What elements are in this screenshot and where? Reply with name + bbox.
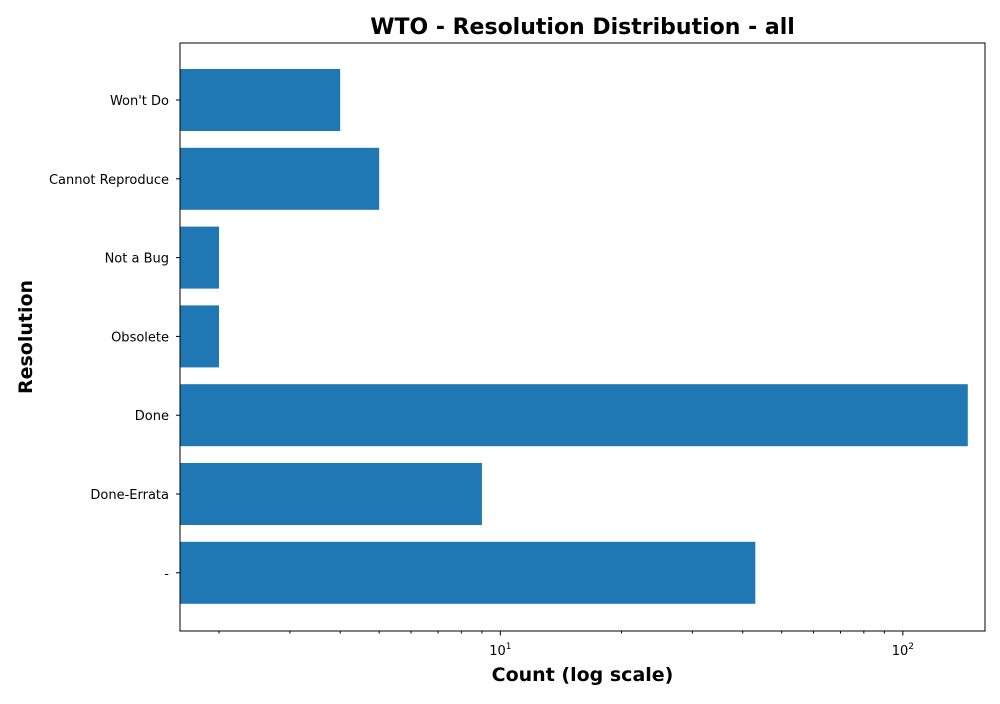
bars-group [180, 69, 968, 604]
y-tick-label: Not a Bug [105, 252, 169, 267]
bar-1 [180, 147, 380, 210]
bar-2 [180, 226, 220, 289]
bar-5 [180, 463, 482, 525]
y-axis-ticks: Won't Do Cannot Reproduce Not a Bug Obsolet… [49, 94, 180, 582]
bar-0 [180, 69, 341, 131]
y-axis-label: Resolution [15, 280, 37, 394]
plot-frame [179, 42, 986, 632]
y-tick-label: Obsolete [111, 330, 169, 345]
y-tick-label: Won't Do [110, 94, 169, 109]
x-tick-label: 102 [892, 642, 914, 659]
y-tick-label: Done [135, 409, 169, 424]
bar-4 [180, 384, 968, 447]
chart-title: WTO - Resolution Distribution - all [370, 15, 795, 40]
y-tick-label: Done-Errata [90, 488, 169, 503]
y-tick-label: - [164, 567, 169, 582]
x-axis-label: Count (log scale) [492, 664, 674, 686]
y-tick-label: Cannot Reproduce [49, 173, 169, 188]
x-axis-ticks: 101 102 [218, 631, 914, 659]
x-tick-label: 101 [489, 642, 511, 659]
bar-6 [180, 541, 756, 604]
bar-3 [180, 305, 220, 368]
